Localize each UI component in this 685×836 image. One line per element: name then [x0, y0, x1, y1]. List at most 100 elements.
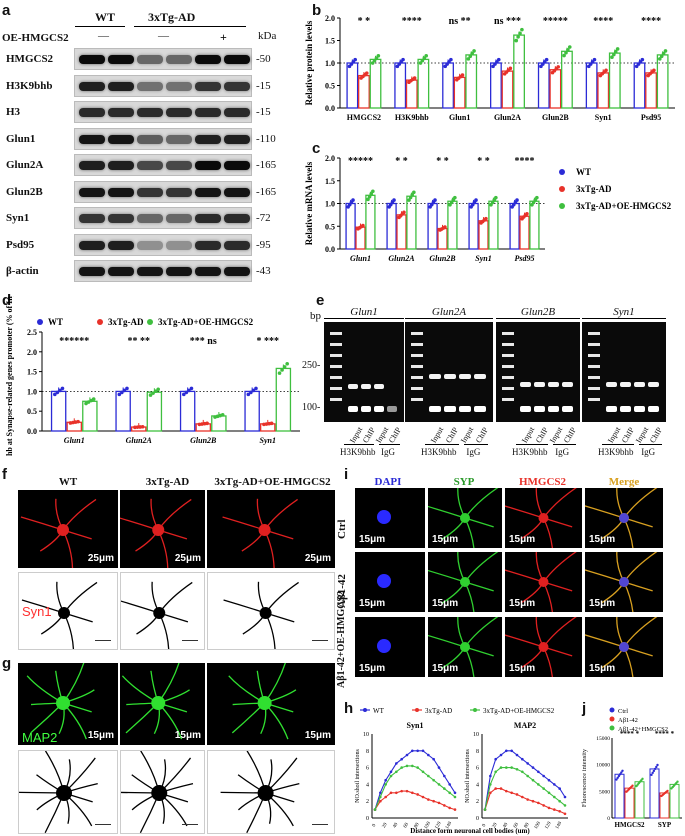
if-image: 15μm: [355, 617, 425, 677]
map2-neuron: [26, 663, 95, 740]
series-point: [542, 787, 545, 790]
blot-band: [108, 134, 134, 144]
bar: [549, 69, 562, 109]
bar: [490, 62, 502, 109]
blot-strip: [74, 260, 252, 282]
scale-label: 15μm: [304, 730, 331, 741]
data-point: [460, 73, 465, 77]
x-tick-label: 0: [482, 823, 488, 828]
blot-band: [195, 81, 221, 91]
x-tick-label: 40: [392, 822, 399, 829]
primer-band: [548, 406, 559, 412]
syn1-neuron: [120, 498, 192, 568]
data-point: [277, 371, 282, 375]
bar: [345, 202, 356, 250]
cell-body: [538, 577, 549, 587]
series-point: [405, 753, 409, 757]
blot-band: [137, 240, 163, 250]
data-point: [55, 390, 60, 395]
legend-swatch: [559, 169, 565, 175]
series-point: [411, 764, 414, 768]
series-point: [526, 798, 529, 801]
group-igg-label: IgG: [555, 447, 570, 457]
cell-body: [152, 524, 165, 536]
if-signal: [505, 552, 577, 612]
significance-mark: * *: [395, 156, 408, 167]
bar: [447, 200, 458, 250]
ladder-band: [411, 365, 423, 368]
dendrite: [542, 488, 577, 519]
legend-swatch: [559, 203, 565, 209]
if-signal: [428, 617, 499, 677]
series-point: [547, 778, 551, 782]
dendrite: [505, 634, 544, 648]
series-point: [494, 787, 497, 790]
category-label: Glun2A: [126, 436, 153, 445]
blot-band: [224, 240, 250, 250]
significance-mark: ****: [402, 16, 422, 27]
kda-marker: -110: [256, 132, 276, 145]
series-point: [432, 757, 435, 761]
series-point: [411, 791, 414, 795]
series-point: [553, 808, 556, 811]
ladder-band: [502, 376, 514, 379]
cell-body: [151, 696, 166, 710]
scale-label: 15μm: [509, 663, 536, 674]
bar: [645, 72, 657, 109]
blot-strip: [74, 207, 252, 229]
marker-250-label: 250-: [302, 360, 321, 371]
legend-label: 3xTg-AD+OE-HMGCS2: [576, 201, 672, 211]
y-tick-label: 10000: [596, 763, 610, 769]
if-signal: [505, 488, 577, 548]
blot-band: [195, 108, 221, 117]
marker-100-label: 100-: [302, 402, 321, 413]
y-tick-label: 5000: [599, 789, 610, 795]
series-point: [483, 808, 487, 811]
map2-stain-label: MAP2: [22, 730, 58, 745]
data-point: [612, 52, 616, 57]
y-tick-label: 0.0: [325, 104, 335, 113]
y-axis-label: NO.shoil intersections: [355, 749, 361, 803]
sample-band: [520, 382, 531, 387]
series-point: [427, 798, 430, 801]
x-tick-label: 0: [372, 823, 378, 828]
data-point: [120, 390, 124, 395]
sample-band: [562, 382, 573, 387]
significance-mark: ****: [641, 16, 661, 27]
sample-band: [648, 382, 659, 387]
blot-label: Glun2B: [6, 185, 43, 198]
y-tick-label: 1.0: [325, 200, 335, 209]
data-point: [374, 56, 379, 60]
lane-group-line: [602, 444, 634, 445]
blot-band: [137, 108, 163, 117]
cell-body: [538, 513, 549, 523]
bar: [442, 62, 454, 109]
dendrite: [121, 600, 160, 614]
data-point: [567, 45, 572, 49]
dendrite: [464, 617, 499, 648]
x-tick-label: 60: [403, 822, 410, 829]
cell-body: [460, 513, 470, 523]
significance-mark: ** **: [128, 336, 151, 347]
data-point: [496, 57, 501, 62]
y-tick-label: 0.0: [325, 245, 335, 254]
dendrite: [222, 516, 265, 531]
dendrite: [120, 517, 159, 531]
series-point: [421, 770, 425, 774]
series-point: [400, 766, 403, 769]
series-line: [484, 767, 566, 810]
ladder-band: [411, 398, 423, 401]
bar: [614, 773, 625, 819]
ladder-band: [330, 376, 342, 379]
y-tick-label: 0.5: [325, 222, 335, 231]
panel-a-label: a: [2, 2, 11, 19]
syn1-tracing-neuron: [223, 581, 299, 649]
series-point: [443, 804, 446, 807]
data-point: [392, 198, 396, 202]
blot-band: [166, 81, 192, 91]
i-row-ctrl: Ctrl: [336, 519, 348, 539]
series-point: [499, 787, 503, 790]
bar: [513, 34, 525, 109]
bp-label: bp: [310, 310, 321, 322]
ladder-band: [588, 332, 600, 335]
